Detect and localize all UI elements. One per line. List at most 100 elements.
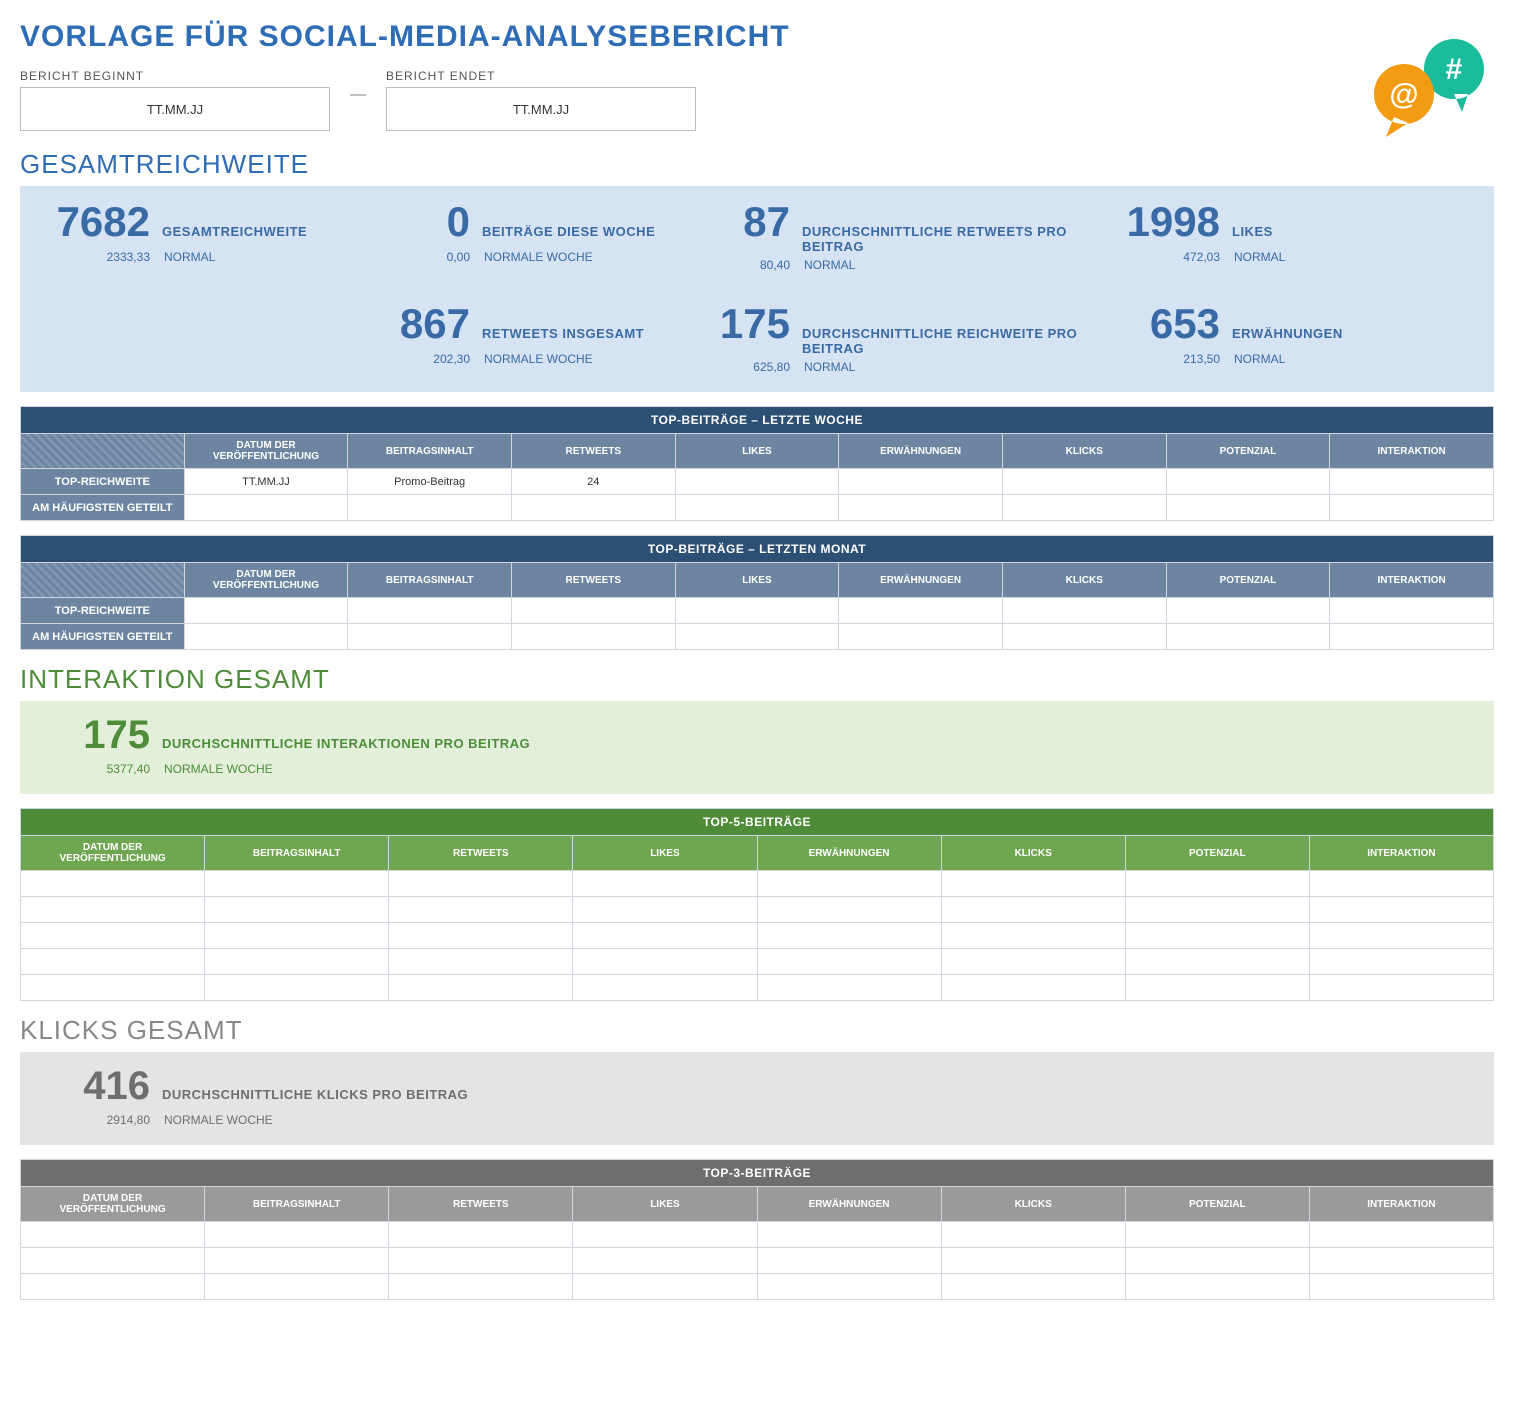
table-cell[interactable]: [757, 949, 941, 975]
table-cell[interactable]: [573, 871, 757, 897]
table-cell[interactable]: [389, 949, 573, 975]
table-cell[interactable]: [839, 598, 1003, 624]
table-cell[interactable]: Promo-Beitrag: [348, 469, 512, 495]
table-cell[interactable]: [389, 1222, 573, 1248]
table-cell[interactable]: [1166, 624, 1330, 650]
table-cell[interactable]: TT.MM.JJ: [184, 469, 348, 495]
table-cell[interactable]: [675, 469, 839, 495]
table-cell[interactable]: [21, 975, 205, 1001]
table-cell[interactable]: [573, 897, 757, 923]
table-cell[interactable]: [941, 949, 1125, 975]
table-cell[interactable]: [1309, 897, 1493, 923]
table-cell[interactable]: [205, 871, 389, 897]
table-cell[interactable]: [573, 1222, 757, 1248]
table-cell[interactable]: [839, 624, 1003, 650]
table-cell[interactable]: [675, 624, 839, 650]
table-cell[interactable]: [1002, 598, 1166, 624]
table-cell[interactable]: [184, 495, 348, 521]
table-cell[interactable]: [941, 871, 1125, 897]
table-cell[interactable]: [941, 975, 1125, 1001]
table-cell[interactable]: [839, 469, 1003, 495]
table-cell[interactable]: [511, 624, 675, 650]
table-cell[interactable]: [1309, 1222, 1493, 1248]
table-cell[interactable]: [21, 949, 205, 975]
table-cell[interactable]: [941, 897, 1125, 923]
table-cell[interactable]: [389, 897, 573, 923]
table-cell[interactable]: [348, 598, 512, 624]
table-cell[interactable]: 24: [511, 469, 675, 495]
table-cell[interactable]: [675, 598, 839, 624]
table-cell[interactable]: [21, 1248, 205, 1274]
table-cell[interactable]: [675, 495, 839, 521]
table-cell[interactable]: [941, 1274, 1125, 1300]
table-cell[interactable]: [205, 897, 389, 923]
report-start-value[interactable]: TT.MM.JJ: [20, 87, 330, 131]
table-cell[interactable]: [389, 871, 573, 897]
table-cell[interactable]: [757, 1248, 941, 1274]
table-cell[interactable]: [1166, 495, 1330, 521]
table-cell[interactable]: [1125, 1222, 1309, 1248]
table-cell[interactable]: [1125, 923, 1309, 949]
table-cell[interactable]: [389, 923, 573, 949]
table-cell[interactable]: [1330, 598, 1494, 624]
table-cell[interactable]: [941, 923, 1125, 949]
table-cell[interactable]: [21, 871, 205, 897]
table-cell[interactable]: [1125, 1248, 1309, 1274]
table-cell[interactable]: [21, 897, 205, 923]
table-cell[interactable]: [1330, 624, 1494, 650]
table-cell[interactable]: [1166, 469, 1330, 495]
table-cell[interactable]: [205, 1222, 389, 1248]
table-cell[interactable]: [21, 1274, 205, 1300]
table-cell[interactable]: [1309, 949, 1493, 975]
table-cell[interactable]: [757, 897, 941, 923]
table-cell[interactable]: [1330, 495, 1494, 521]
table-cell[interactable]: [348, 495, 512, 521]
table-cell[interactable]: [21, 923, 205, 949]
table-cell[interactable]: [1309, 975, 1493, 1001]
table-cell[interactable]: [1330, 469, 1494, 495]
table-cell[interactable]: [1125, 949, 1309, 975]
table-cell[interactable]: [1002, 469, 1166, 495]
table-cell[interactable]: [1309, 871, 1493, 897]
table-cell[interactable]: [1002, 624, 1166, 650]
table-cell[interactable]: [205, 1248, 389, 1274]
table-cell[interactable]: [1309, 923, 1493, 949]
table-cell[interactable]: [348, 624, 512, 650]
table-cell[interactable]: [389, 1248, 573, 1274]
table-cell[interactable]: [511, 495, 675, 521]
table-cell[interactable]: [205, 1274, 389, 1300]
table-cell[interactable]: [1125, 1274, 1309, 1300]
table-cell[interactable]: [757, 975, 941, 1001]
table-cell[interactable]: [573, 1274, 757, 1300]
table-row: AM HÄUFIGSTEN GETEILT: [21, 495, 1494, 521]
table-cell[interactable]: [941, 1222, 1125, 1248]
table-cell[interactable]: [389, 975, 573, 1001]
table-cell[interactable]: [1125, 975, 1309, 1001]
table-cell[interactable]: [1002, 495, 1166, 521]
table-cell[interactable]: [205, 975, 389, 1001]
table-cell[interactable]: [573, 923, 757, 949]
page-title: VORLAGE FÜR SOCIAL-MEDIA-ANALYSEBERICHT: [20, 20, 1494, 54]
table-cell[interactable]: [184, 624, 348, 650]
table-cell[interactable]: [1309, 1274, 1493, 1300]
table-cell[interactable]: [1309, 1248, 1493, 1274]
table-cell[interactable]: [1125, 897, 1309, 923]
table-cell[interactable]: [757, 871, 941, 897]
table-cell[interactable]: [184, 598, 348, 624]
table-cell[interactable]: [573, 975, 757, 1001]
report-end-value[interactable]: TT.MM.JJ: [386, 87, 696, 131]
table-cell[interactable]: [1125, 871, 1309, 897]
table-cell[interactable]: [757, 1274, 941, 1300]
table-cell[interactable]: [205, 923, 389, 949]
table-cell[interactable]: [839, 495, 1003, 521]
table-cell[interactable]: [573, 949, 757, 975]
table-cell[interactable]: [205, 949, 389, 975]
table-cell[interactable]: [757, 1222, 941, 1248]
table-cell[interactable]: [389, 1274, 573, 1300]
table-cell[interactable]: [757, 923, 941, 949]
table-cell[interactable]: [941, 1248, 1125, 1274]
table-cell[interactable]: [511, 598, 675, 624]
table-cell[interactable]: [1166, 598, 1330, 624]
table-cell[interactable]: [21, 1222, 205, 1248]
table-cell[interactable]: [573, 1248, 757, 1274]
